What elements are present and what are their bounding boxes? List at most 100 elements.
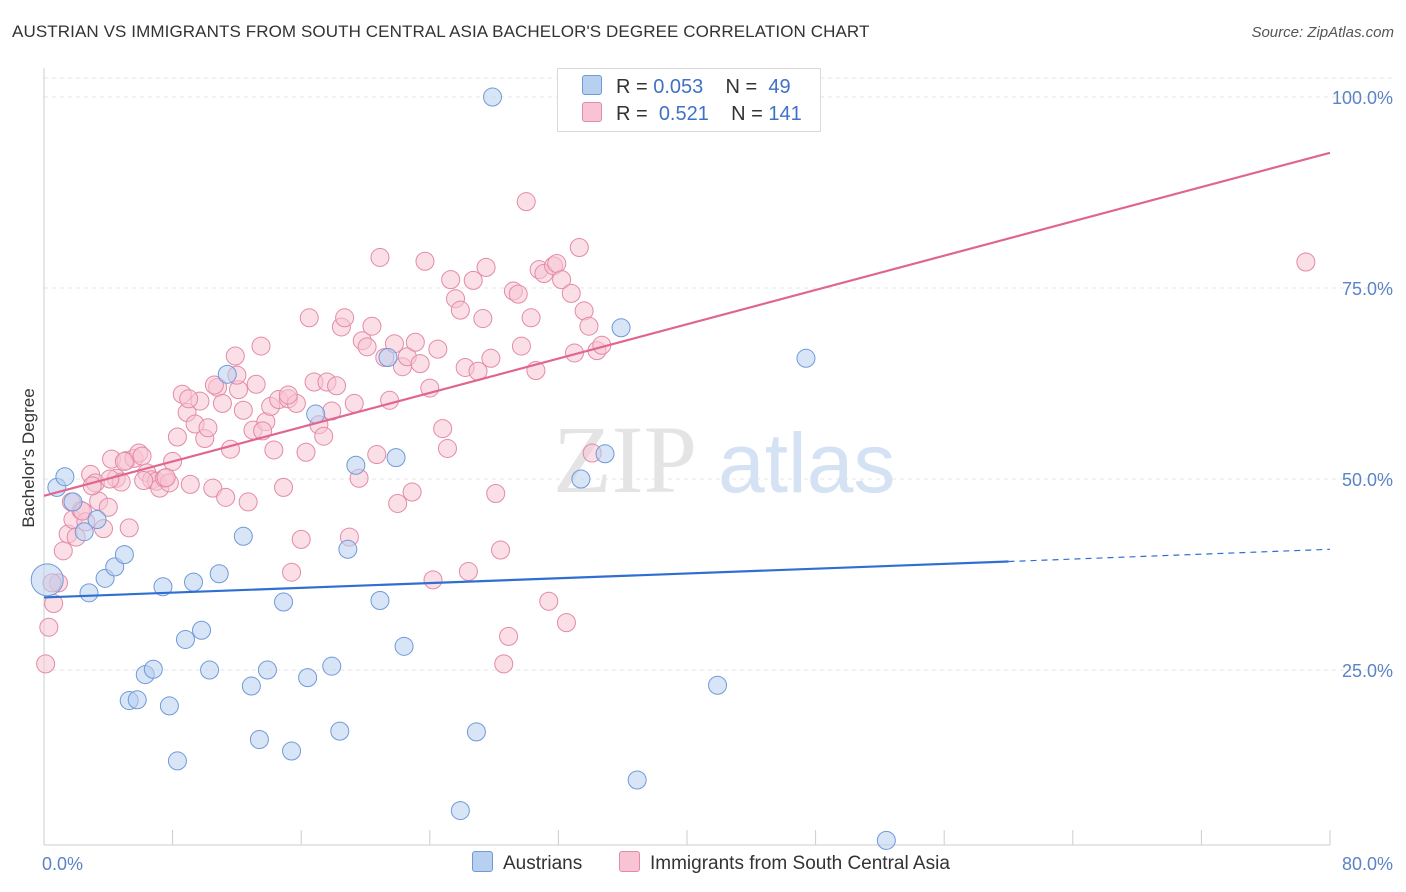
immigrants-point <box>233 400 253 420</box>
immigrants-point <box>415 251 435 271</box>
austrians-point <box>370 590 390 610</box>
austrians-point <box>338 539 358 559</box>
austrians-point <box>209 564 229 584</box>
immigrants-point <box>579 316 599 336</box>
austrians-point <box>217 364 237 384</box>
immigrants-point <box>327 376 347 396</box>
immigrants-legend-swatch <box>619 851 640 872</box>
immigrants-point <box>212 393 232 413</box>
immigrants-point <box>203 478 223 498</box>
y-tick-label: 100.0% <box>1332 88 1393 108</box>
austrians-point <box>450 801 470 821</box>
immigrants-point <box>362 316 382 336</box>
immigrants-point <box>405 332 425 352</box>
immigrants-point <box>539 591 559 611</box>
austrians-point <box>330 721 350 741</box>
immigrants-point <box>1296 252 1316 272</box>
austrians-point <box>175 629 195 649</box>
x-tick-label-max: 80.0% <box>1342 854 1393 874</box>
immigrants-point <box>561 283 581 303</box>
austrians-point <box>571 469 591 489</box>
austrians-point <box>796 348 816 368</box>
austrians-point <box>167 751 187 771</box>
immigrants-point <box>494 654 514 674</box>
immigrants-legend-label: Immigrants from South Central Asia <box>650 853 950 874</box>
austrians-point <box>183 572 203 592</box>
austrians-point <box>394 636 414 656</box>
austrians-point <box>233 526 253 546</box>
austrians-swatch <box>582 75 602 95</box>
immigrants-point <box>238 492 258 512</box>
watermark-zip: ZIP <box>553 406 697 513</box>
immigrants-point <box>402 482 422 502</box>
y-tick-label: 75.0% <box>1342 279 1393 299</box>
austrians-point <box>627 770 647 790</box>
immigrants-point <box>246 374 266 394</box>
y-tick-label: 25.0% <box>1342 661 1393 681</box>
immigrants-point <box>499 626 519 646</box>
austrians-legend-label: Austrians <box>503 853 583 874</box>
immigrants-point <box>491 540 511 560</box>
bottom-legend-austrians: Austrians <box>472 851 582 875</box>
austrians-point <box>159 696 179 716</box>
austrians-point <box>30 563 64 597</box>
immigrants-point <box>423 570 443 590</box>
austrians-point <box>595 444 615 464</box>
austrians-point <box>322 656 342 676</box>
immigrants-point <box>486 484 506 504</box>
legend-row-austrians: R = 0.053 N = 49 <box>582 75 791 101</box>
austrians-points <box>30 87 896 850</box>
immigrants-point <box>220 439 240 459</box>
chart-title: AUSTRIAN VS IMMIGRANTS FROM SOUTH CENTRA… <box>12 22 870 41</box>
immigrants-point <box>180 474 200 494</box>
immigrants-point <box>179 389 199 409</box>
immigrants-point <box>278 385 298 405</box>
bottom-legend-immigrants: Immigrants from South Central Asia <box>619 851 950 875</box>
immigrants-r-value: 0.521 <box>658 103 709 125</box>
immigrants-point <box>274 477 294 497</box>
austrians-point <box>708 675 728 695</box>
austrians-point <box>63 492 83 512</box>
austrians-point <box>114 545 134 565</box>
austrians-point <box>611 318 631 338</box>
immigrants-n-value: 141 <box>768 103 802 125</box>
immigrants-point <box>433 419 453 439</box>
immigrants-point <box>516 192 536 212</box>
immigrants-point <box>463 270 483 290</box>
immigrants-point <box>335 308 355 328</box>
austrians-point <box>876 830 896 850</box>
austrians-point <box>378 348 398 368</box>
immigrants-point <box>216 487 236 507</box>
immigrants-point <box>198 418 218 438</box>
immigrants-point <box>370 247 390 267</box>
immigrants-point <box>264 440 284 460</box>
immigrants-point <box>156 467 176 487</box>
y-tick-label: 50.0% <box>1342 470 1393 490</box>
immigrants-point <box>481 348 501 368</box>
immigrants-point <box>291 529 311 549</box>
immigrants-point <box>441 270 461 290</box>
immigrants-point <box>508 284 528 304</box>
austrians-point <box>306 404 326 424</box>
austrians-point <box>143 659 163 679</box>
austrians-point <box>87 509 107 529</box>
immigrants-point <box>569 238 589 258</box>
immigrants-point <box>473 309 493 329</box>
immigrants-point <box>437 438 457 458</box>
immigrants-point <box>556 613 576 633</box>
trend-lines <box>43 151 1331 599</box>
immigrants-point <box>296 442 316 462</box>
x-tick-label-min: 0.0% <box>42 854 83 874</box>
immigrants-point <box>134 471 154 491</box>
immigrants-point <box>251 336 271 356</box>
legend-n-label: N = <box>731 103 763 125</box>
immigrants-point <box>119 518 139 538</box>
austrians-point <box>282 741 302 761</box>
axes <box>43 68 1331 846</box>
immigrants-point <box>344 393 364 413</box>
immigrants-point <box>132 446 152 466</box>
austrians-legend-swatch <box>472 851 493 872</box>
immigrants-point <box>367 445 387 465</box>
immigrants-point <box>282 562 302 582</box>
